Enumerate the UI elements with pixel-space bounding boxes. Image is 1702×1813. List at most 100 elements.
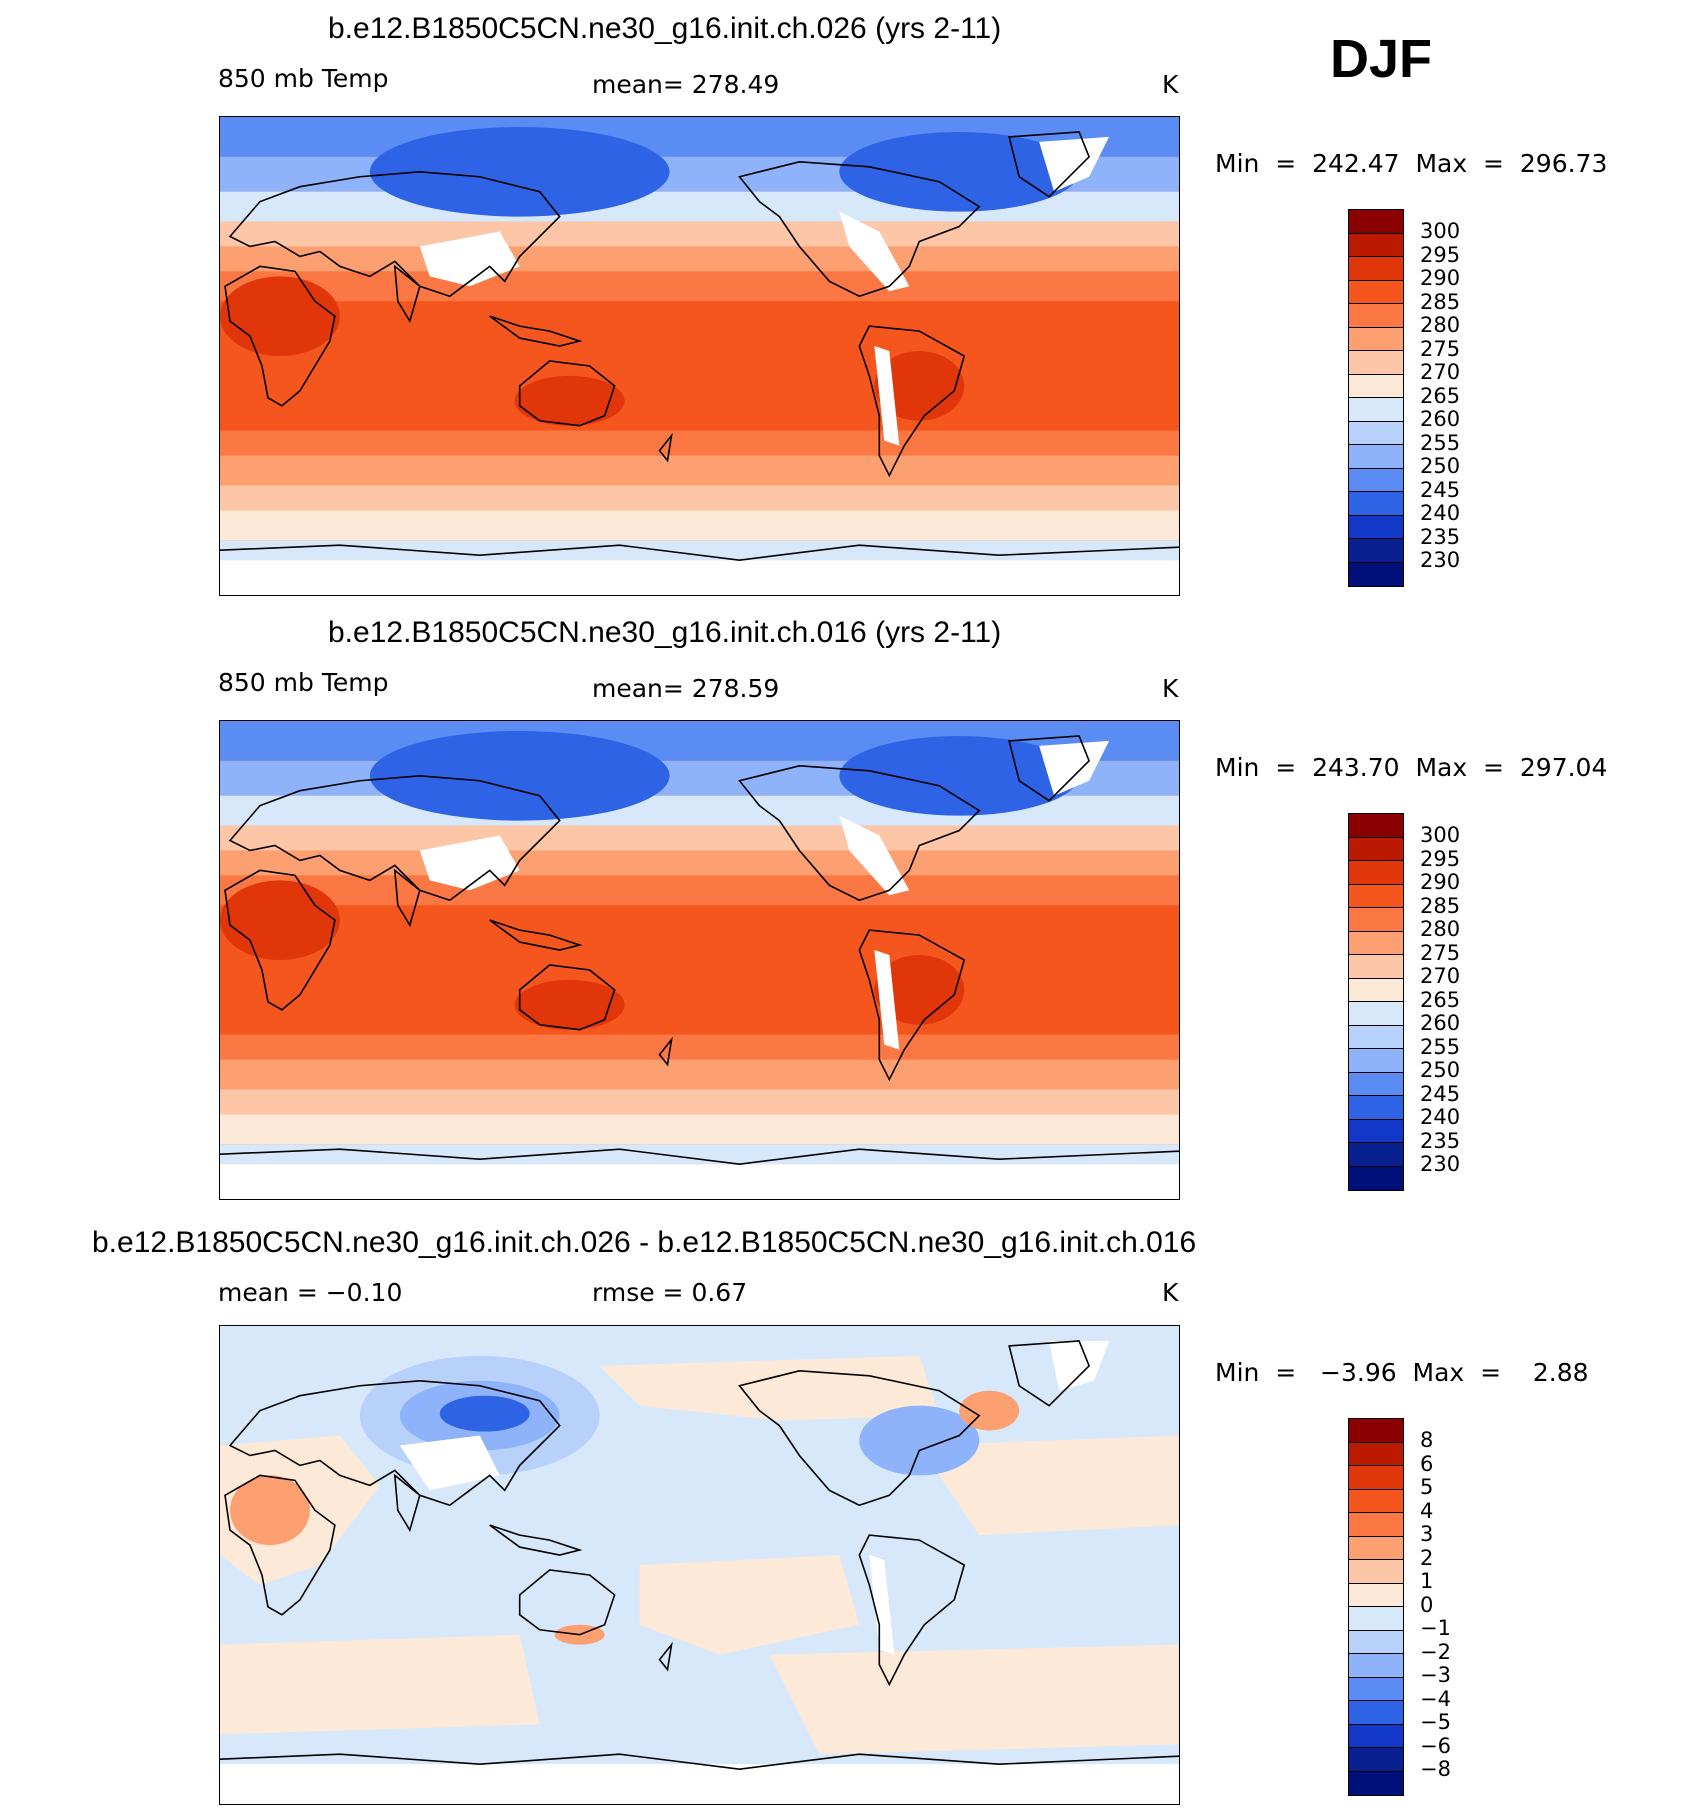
contour-band <box>220 1034 1179 1060</box>
colorbar-label: 3 <box>1420 1522 1434 1546</box>
colorbar-swatch <box>1349 1748 1403 1772</box>
contour-band <box>220 825 1179 851</box>
contour-region <box>839 131 1080 212</box>
contour-band <box>220 1164 1179 1199</box>
contour-region <box>874 351 965 421</box>
colorbar-label: 300 <box>1420 219 1461 243</box>
panel-2-colorbar <box>1348 813 1404 1191</box>
colorbar-swatch <box>1349 1560 1403 1584</box>
colorbar-swatch <box>1349 539 1403 563</box>
panel-2-map <box>219 720 1180 1200</box>
contour-band <box>220 875 1179 906</box>
colorbar-label: 1 <box>1420 1569 1434 1593</box>
contour-region <box>369 126 670 217</box>
colorbar-swatch <box>1349 1002 1403 1026</box>
colorbar-swatch <box>1349 1654 1403 1678</box>
colorbar-swatch <box>1349 1677 1403 1701</box>
contour-region <box>874 955 965 1025</box>
colorbar-label: 275 <box>1420 940 1461 965</box>
colorbar-swatch <box>1349 1442 1403 1466</box>
colorbar-label: −3 <box>1420 1663 1451 1687</box>
coastline <box>220 1753 1179 1770</box>
colorbar-swatch <box>1349 1630 1403 1654</box>
colorbar-label: 275 <box>1420 336 1461 361</box>
coastline <box>393 1473 421 1533</box>
contour-band <box>220 1089 1179 1115</box>
colorbar-label: 255 <box>1420 430 1461 455</box>
colorbar-label: 230 <box>1420 548 1461 572</box>
colorbar-swatch <box>1349 210 1403 234</box>
colorbar-label: 265 <box>1420 383 1461 408</box>
panel-2-colorbar-labels: 300 295 290 285 280 275 270 265 260 255 250 245 240 2… <box>1420 823 1461 1177</box>
contour-region <box>919 1435 1179 1536</box>
colorbar-swatch <box>1349 468 1403 492</box>
colorbar-label: 245 <box>1420 477 1461 502</box>
panel-1-colorbar-labels: 300 295 290 285 280 275 270 265 260 255 250 245 240 2… <box>1420 219 1461 573</box>
colorbar-label: 235 <box>1420 524 1461 549</box>
missing-region <box>874 950 900 1050</box>
colorbar-swatch <box>1349 1166 1403 1190</box>
panel-3-colorbar <box>1348 1418 1404 1796</box>
contour-region <box>369 730 670 821</box>
contour-region <box>959 1390 1020 1431</box>
coastline <box>228 774 561 902</box>
colorbar-swatch <box>1349 931 1403 955</box>
coastline <box>1008 131 1091 198</box>
contour-region <box>220 1634 540 1735</box>
missing-region <box>399 1435 500 1491</box>
panel-2-title: b.e12.B1850C5CN.ne30_g16.init.ch.016 (yr… <box>328 616 1002 649</box>
colorbar-swatch <box>1349 257 1403 281</box>
colorbar-swatch <box>1349 1513 1403 1537</box>
coastline <box>489 315 583 347</box>
panel-1-minmax: Min = 242.47 Max = 296.73 <box>1215 149 1608 178</box>
missing-region <box>869 1555 895 1655</box>
coastline <box>858 929 966 1082</box>
contour-region <box>439 1395 530 1432</box>
coastline <box>658 432 673 463</box>
panel-3-title: b.e12.B1850C5CN.ne30_g16.init.ch.026 - b… <box>92 1226 1197 1259</box>
coastline <box>393 264 421 324</box>
colorbar-swatch <box>1349 1466 1403 1490</box>
colorbar-swatch <box>1349 562 1403 586</box>
colorbar-label: 245 <box>1420 1081 1461 1106</box>
coastline <box>224 1474 336 1616</box>
colorbar-label: 290 <box>1420 266 1461 290</box>
panel-1-title: b.e12.B1850C5CN.ne30_g16.init.ch.026 (yr… <box>328 12 1002 45</box>
contour-region <box>859 1405 980 1476</box>
colorbar-label: 4 <box>1420 1498 1434 1523</box>
panel-2-variable-label: 850 mb Temp <box>218 668 389 697</box>
colorbar-label: −8 <box>1420 1757 1451 1781</box>
colorbar-label: 6 <box>1420 1451 1434 1476</box>
colorbar-swatch <box>1349 1072 1403 1096</box>
colorbar-swatch <box>1349 280 1403 304</box>
colorbar-label: 295 <box>1420 242 1461 267</box>
colorbar-label: 290 <box>1420 870 1461 894</box>
colorbar-swatch <box>1349 1419 1403 1443</box>
coastline <box>224 869 336 1011</box>
coastline <box>858 325 966 478</box>
missing-region <box>419 231 520 287</box>
contour-region <box>220 880 340 960</box>
missing-region <box>419 835 520 891</box>
colorbar-swatch <box>1349 1724 1403 1748</box>
colorbar-swatch <box>1349 814 1403 838</box>
contour-region <box>839 735 1080 816</box>
coastline <box>228 170 561 298</box>
colorbar-label: 260 <box>1420 407 1461 431</box>
panel-2-minmax: Min = 243.70 Max = 297.04 <box>1215 753 1608 782</box>
contour-band <box>220 905 1179 1035</box>
colorbar-swatch <box>1349 1701 1403 1725</box>
panel-3-rmse-label: rmse = 0.67 <box>592 1278 748 1307</box>
contour-region <box>514 375 625 426</box>
panel-2-mean-label: mean= 278.59 <box>592 674 780 703</box>
colorbar-swatch <box>1349 1536 1403 1560</box>
colorbar-swatch <box>1349 421 1403 445</box>
contour-region <box>599 1355 940 1421</box>
contour-region <box>229 1475 310 1546</box>
contour-band <box>220 510 1179 541</box>
missing-region <box>1039 136 1110 192</box>
panel-3-mean-label: mean = −0.10 <box>218 1278 403 1307</box>
coastline <box>858 1534 966 1687</box>
colorbar-label: 300 <box>1420 823 1461 847</box>
coastline <box>658 1641 673 1672</box>
